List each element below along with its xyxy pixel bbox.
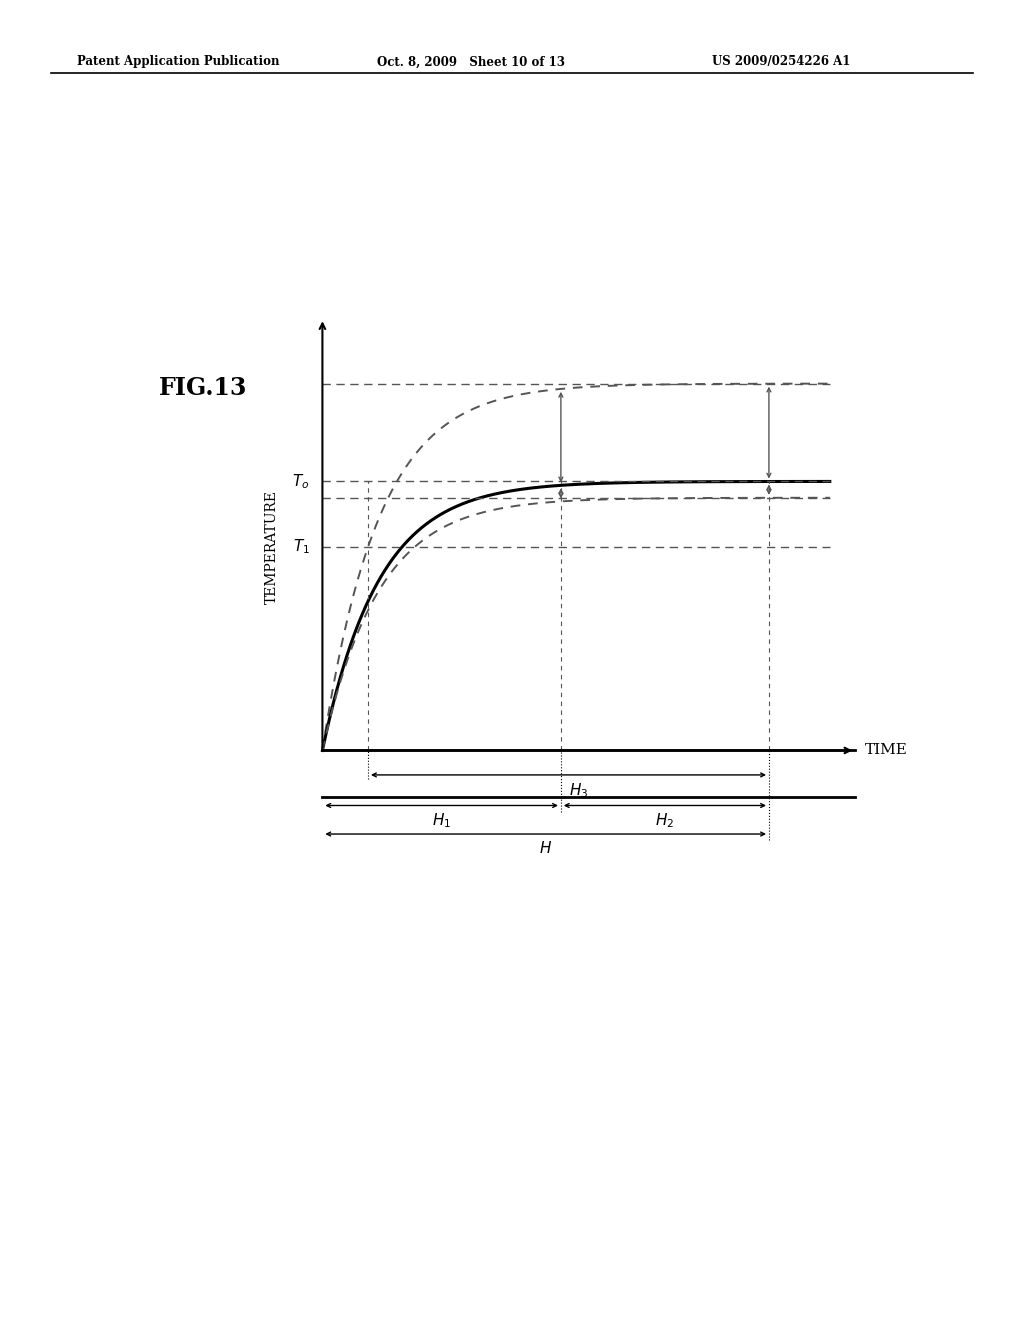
Text: FIG.13: FIG.13 [159,376,247,400]
Text: TIME: TIME [865,743,908,758]
Text: Oct. 8, 2009   Sheet 10 of 13: Oct. 8, 2009 Sheet 10 of 13 [377,55,565,69]
Text: $T_o$: $T_o$ [293,473,309,491]
Text: Patent Application Publication: Patent Application Publication [77,55,280,69]
Text: $H_2$: $H_2$ [655,812,675,830]
Text: $H$: $H$ [540,840,552,857]
Text: $H_1$: $H_1$ [432,812,452,830]
Text: $T_1$: $T_1$ [293,537,309,556]
Text: US 2009/0254226 A1: US 2009/0254226 A1 [712,55,850,69]
Text: $H_3$: $H_3$ [569,781,589,800]
Text: TEMPERATURE: TEMPERATURE [264,490,279,603]
